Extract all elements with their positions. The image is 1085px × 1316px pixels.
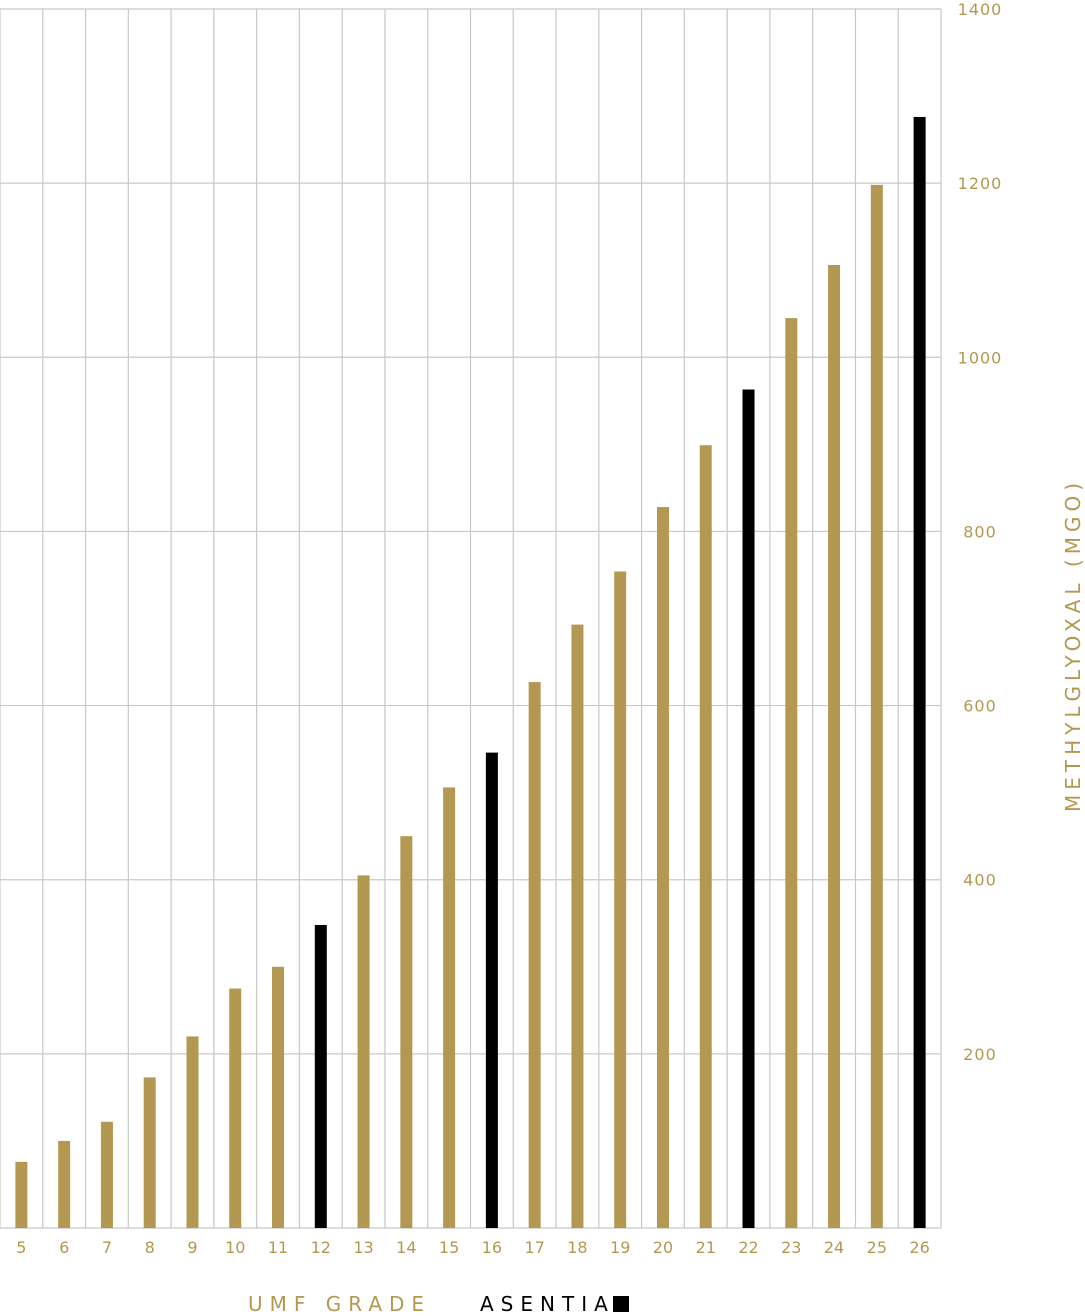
- grid: [0, 8, 942, 1229]
- bar-umf-19: [614, 571, 627, 1228]
- bar-umf-10: [229, 988, 242, 1228]
- x-tick-label: 12: [311, 1238, 331, 1257]
- bar-umf-7: [100, 1121, 113, 1228]
- x-tick-label: 6: [59, 1238, 69, 1257]
- bar-umf-20: [656, 507, 669, 1228]
- bar-umf-6: [58, 1140, 71, 1228]
- x-tick-label: 24: [824, 1238, 844, 1257]
- y-axis-title: METHYLGLYOXAL (MGO): [1061, 478, 1085, 812]
- x-tick-label: 14: [396, 1238, 416, 1257]
- legend: ASENTIA: [480, 1292, 629, 1316]
- y-tick-label: 1400: [958, 0, 1003, 19]
- bar-umf-11: [272, 966, 285, 1228]
- x-tick-label: 22: [738, 1238, 758, 1257]
- x-tick-label: 18: [567, 1238, 587, 1257]
- x-tick-label: 26: [909, 1238, 929, 1257]
- bar-umf-15: [443, 787, 456, 1228]
- bar-umf-17: [528, 682, 541, 1228]
- bar-umf-25: [870, 184, 883, 1229]
- x-tick-label: 25: [867, 1238, 887, 1257]
- x-tick-label: 10: [225, 1238, 245, 1257]
- y-tick-label: 800: [963, 522, 997, 541]
- y-tick-labels: 200 400 600 800 1000 1200 1400: [958, 0, 1003, 1064]
- x-tick-label: 16: [482, 1238, 502, 1257]
- y-tick-label: 1000: [958, 348, 1003, 367]
- bar-umf-24: [828, 264, 841, 1228]
- x-tick-label: 19: [610, 1238, 630, 1257]
- y-tick-label: 1200: [958, 174, 1003, 193]
- bar-umf-22: [742, 389, 755, 1228]
- y-tick-label: 200: [963, 1045, 997, 1064]
- x-tick-label: 20: [653, 1238, 673, 1257]
- x-tick-label: 13: [353, 1238, 373, 1257]
- bar-umf-18: [571, 624, 584, 1228]
- bar-umf-13: [357, 875, 370, 1228]
- x-tick-label: 9: [187, 1238, 197, 1257]
- bar-umf-23: [785, 318, 798, 1228]
- bar-umf-5: [15, 1161, 28, 1228]
- x-tick-label: 7: [102, 1238, 112, 1257]
- x-tick-label: 21: [696, 1238, 716, 1257]
- y-tick-label: 600: [963, 697, 997, 716]
- bars: [15, 116, 926, 1229]
- y-tick-label: 400: [963, 871, 997, 890]
- x-tick-label: 23: [781, 1238, 801, 1257]
- bar-umf-16: [485, 752, 498, 1228]
- bar-umf-14: [400, 836, 413, 1228]
- x-tick-label: 15: [439, 1238, 459, 1257]
- legend-swatch: [612, 1296, 629, 1312]
- bar-umf-8: [143, 1077, 156, 1228]
- bar-umf-12: [314, 924, 327, 1228]
- x-tick-label: 5: [16, 1238, 26, 1257]
- x-tick-label: 11: [268, 1238, 288, 1257]
- bar-umf-26: [913, 116, 926, 1228]
- x-tick-label: 8: [145, 1238, 155, 1257]
- x-tick-labels: 5 6 7 8 9 10 11 12 13 14 15 16 17 18 19 20 21 22 23 24 25 26: [16, 1238, 930, 1257]
- x-axis-title: UMF GRADE: [248, 1292, 432, 1316]
- bar-umf-9: [186, 1036, 199, 1228]
- legend-label: ASENTIA: [480, 1292, 615, 1316]
- bar-umf-21: [699, 445, 712, 1228]
- x-tick-label: 17: [524, 1238, 544, 1257]
